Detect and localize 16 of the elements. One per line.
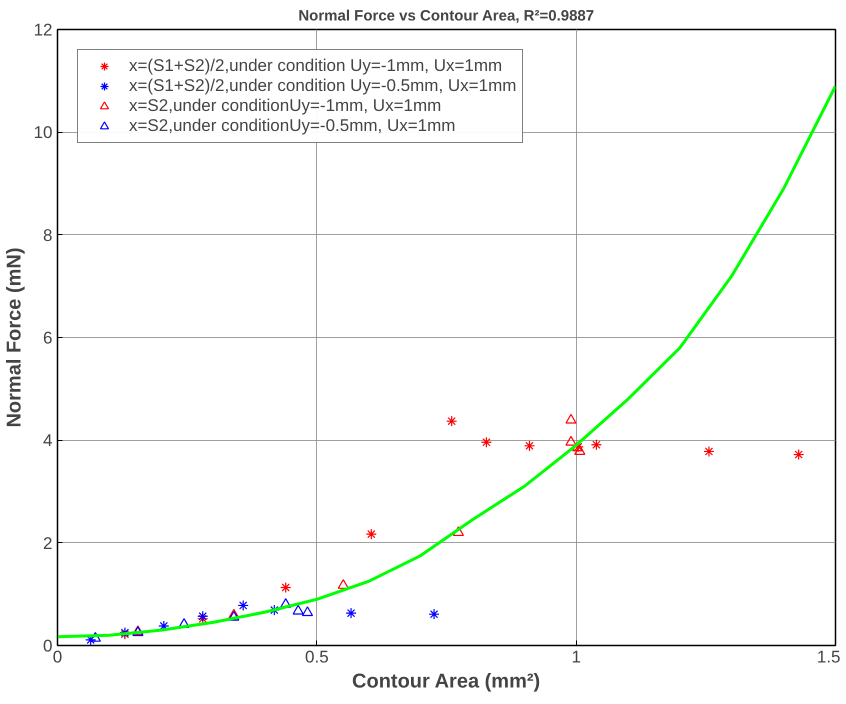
y-tick-label: 10 [34, 123, 53, 142]
y-tick-label: 4 [43, 431, 53, 450]
chart-title: Normal Force vs Contour Area, R²=0.9887 [298, 8, 594, 24]
x-tick-label: 0.5 [305, 648, 329, 666]
x-tick-label: 1.5 [816, 648, 841, 666]
y-tick-label: 2 [43, 534, 53, 553]
y-tick-label: 8 [43, 226, 53, 245]
x-tick-label: 1 [571, 648, 581, 666]
legend-label: x=S2,under conditionUy=-0.5mm, Ux=1mm [129, 116, 456, 136]
x-axis-title: Contour Area (mm²) [352, 670, 540, 692]
legend-label: x=S2,under conditionUy=-1mm, Ux=1mm [129, 96, 442, 116]
y-tick-label: 6 [43, 328, 53, 348]
legend-label: x=(S1+S2)/2,under condition Uy=-1mm, Ux=1mm [129, 56, 502, 76]
y-tick-label: 12 [34, 20, 53, 40]
legend-label: x=(S1+S2)/2,under condition Uy=-0.5mm, Ux=1mm [129, 76, 516, 96]
y-axis-title: Normal Force (mN) [4, 247, 26, 428]
